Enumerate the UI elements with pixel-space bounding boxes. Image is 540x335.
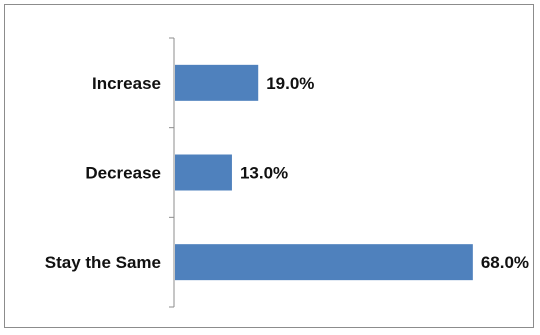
bar-increase	[175, 64, 259, 101]
bar-decrease	[175, 154, 232, 191]
data-label: 68.0%	[481, 253, 529, 272]
category-label: Decrease	[85, 164, 161, 183]
bar-stay-the-same	[175, 244, 473, 281]
chart-frame: Increase 19.0% Decrease 13.0% Stay the Same 6…	[4, 4, 534, 328]
category-label: Stay the Same	[45, 253, 161, 272]
data-label: 19.0%	[266, 74, 314, 93]
category-label: Increase	[92, 74, 161, 93]
data-label: 13.0%	[240, 164, 288, 183]
bar-chart: Increase 19.0% Decrease 13.0% Stay the Same 6…	[45, 37, 529, 308]
